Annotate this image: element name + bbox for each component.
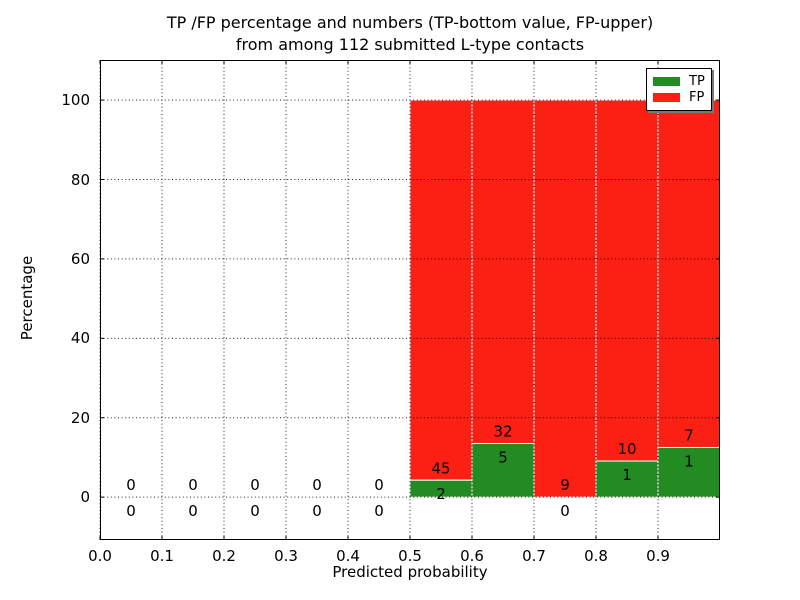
legend-item-tp: TP bbox=[653, 75, 705, 88]
x-tick-label: 0.4 bbox=[336, 547, 360, 565]
fp-count-annotation: 9 bbox=[560, 476, 570, 494]
legend-label-fp: FP bbox=[689, 90, 705, 106]
fp-count-annotation: 0 bbox=[126, 476, 136, 494]
fp-count-annotation: 10 bbox=[617, 440, 636, 458]
y-tick-label: 80 bbox=[70, 170, 90, 189]
fp-count-annotation: 32 bbox=[493, 423, 512, 441]
y-tick-label: 0 bbox=[80, 488, 90, 507]
fp-count-annotation: 7 bbox=[684, 427, 694, 445]
fp-bar bbox=[409, 99, 473, 481]
x-tick-label: 0.0 bbox=[88, 547, 112, 565]
fp-bar bbox=[533, 99, 597, 498]
chart-title-line-2: from among 112 submitted L-type contacts bbox=[235, 35, 585, 54]
tp-count-annotation: 0 bbox=[560, 502, 570, 520]
legend-item-fp: FP bbox=[653, 91, 705, 104]
x-tick-label: 0.3 bbox=[274, 547, 298, 565]
tp-count-annotation: 2 bbox=[436, 485, 446, 503]
fp-count-annotation: 45 bbox=[431, 459, 450, 477]
y-tick-label: 100 bbox=[61, 91, 90, 110]
x-axis-label: Predicted probability bbox=[332, 563, 488, 581]
x-tick-label: 0.5 bbox=[398, 547, 422, 565]
fp-count-annotation: 0 bbox=[250, 476, 260, 494]
tp-count-annotation: 0 bbox=[126, 502, 136, 520]
tp-count-annotation: 1 bbox=[622, 466, 632, 484]
chart-title: TP /FP percentage and numbers (TP-bottom… bbox=[167, 12, 653, 56]
tp-count-annotation: 5 bbox=[498, 448, 508, 466]
tp-count-annotation: 1 bbox=[684, 452, 694, 470]
x-tick-label: 0.7 bbox=[522, 547, 546, 565]
x-tick-label: 0.2 bbox=[212, 547, 236, 565]
y-tick-label: 20 bbox=[70, 408, 90, 427]
fp-count-annotation: 0 bbox=[312, 476, 322, 494]
chart-title-line-1: TP /FP percentage and numbers (TP-bottom… bbox=[166, 13, 654, 32]
y-tick-label: 60 bbox=[70, 249, 90, 268]
x-tick-label: 0.1 bbox=[150, 547, 174, 565]
tp-bar bbox=[657, 446, 721, 498]
legend-label-tp: TP bbox=[689, 73, 705, 89]
fp-swatch-icon bbox=[653, 93, 680, 103]
fp-bar bbox=[657, 99, 721, 448]
tp-bar bbox=[471, 442, 535, 498]
x-tick-label: 0.8 bbox=[584, 547, 608, 565]
fp-count-annotation: 0 bbox=[188, 476, 198, 494]
tp-count-annotation: 0 bbox=[250, 502, 260, 520]
tp-count-annotation: 0 bbox=[188, 502, 198, 520]
fp-bar bbox=[595, 99, 659, 462]
tp-count-annotation: 0 bbox=[312, 502, 322, 520]
tp-count-annotation: 0 bbox=[374, 502, 384, 520]
plot-area: 0 0 0 0 0 0 0 0 0 0 45 2 32 5 9 0 10 1 7 1 bbox=[99, 60, 721, 540]
y-tick-label: 40 bbox=[70, 329, 90, 348]
x-tick-label: 0.9 bbox=[646, 547, 670, 565]
tp-swatch-icon bbox=[653, 76, 680, 86]
fp-bar bbox=[471, 99, 535, 444]
y-axis-label: Percentage bbox=[18, 255, 36, 341]
legend: TP FP bbox=[646, 68, 712, 111]
x-tick-label: 0.6 bbox=[460, 547, 484, 565]
fp-count-annotation: 0 bbox=[374, 476, 384, 494]
